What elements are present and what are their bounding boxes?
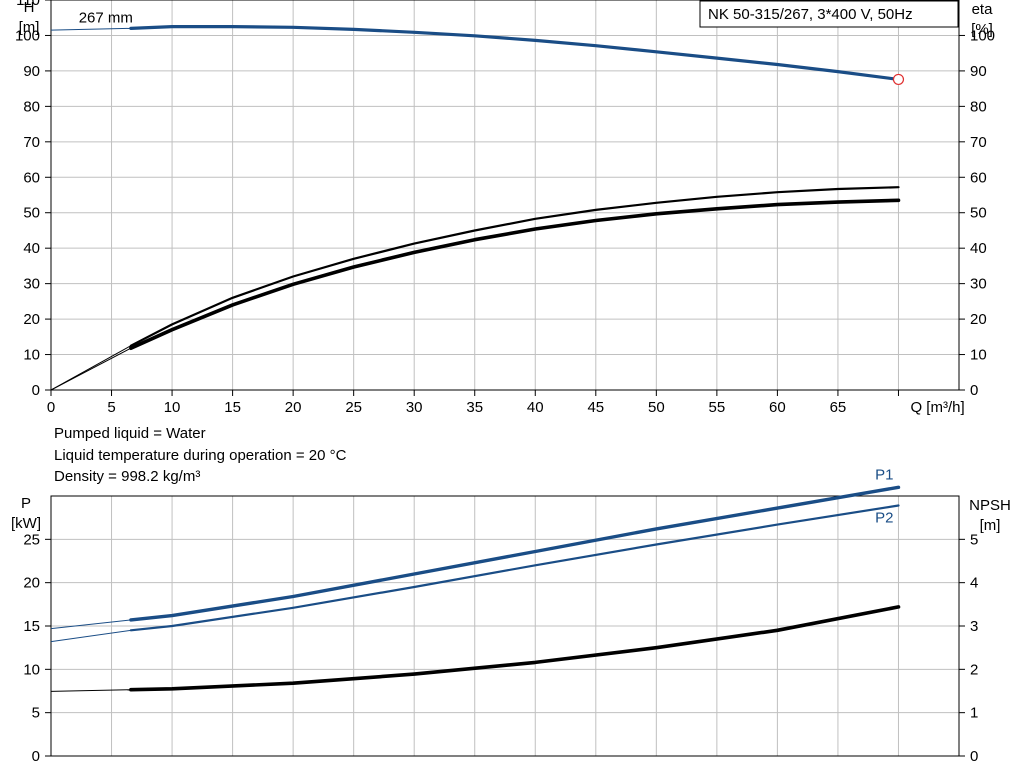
liquid-temperature-text: Liquid temperature during operation = 20…: [54, 447, 347, 464]
x-axis-label: Q [m³/h]: [910, 399, 964, 416]
density-text: Density = 998.2 kg/m³: [54, 468, 201, 485]
y-left-axis-label: [kW]: [11, 515, 41, 532]
y-left-tick-label: 20: [23, 311, 40, 328]
series-line: [129, 605, 901, 692]
x-tick-label: 45: [587, 399, 604, 416]
x-tick-label: 15: [224, 399, 241, 416]
y-left-tick-label: 20: [23, 575, 40, 592]
y-left-axis-label: [m]: [19, 19, 40, 36]
y-right-tick-label: 50: [970, 205, 987, 222]
y-right-tick-label: 80: [970, 98, 987, 115]
series-lead-line: [50, 619, 131, 630]
x-tick-label: 10: [164, 399, 181, 416]
y-left-tick-label: 40: [23, 240, 40, 257]
y-left-tick-label: 10: [23, 661, 40, 678]
x-tick-label: 65: [830, 399, 847, 416]
series-label: 267 mm: [79, 9, 133, 26]
series-line: [129, 25, 901, 81]
y-right-axis-label: NPSH: [969, 497, 1011, 514]
y-left-tick-label: 80: [23, 98, 40, 115]
x-tick-label: 5: [107, 399, 115, 416]
series-label: P2: [875, 510, 893, 527]
series-lead-line: [50, 27, 131, 31]
y-right-tick-label: 3: [970, 618, 978, 635]
x-tick-label: 60: [769, 399, 786, 416]
y-right-tick-label: 2: [970, 661, 978, 678]
y-right-tick-label: 10: [970, 347, 987, 364]
y-right-tick-label: 60: [970, 169, 987, 186]
duty-point-marker: [892, 73, 905, 86]
y-right-axis-label: [%]: [971, 21, 993, 38]
x-tick-label: 25: [345, 399, 362, 416]
y-right-axis-label: [m]: [980, 517, 1001, 534]
y-left-tick-label: 15: [23, 618, 40, 635]
y-left-tick-label: 100: [15, 27, 40, 44]
x-tick-label: 40: [527, 399, 544, 416]
series-line: [129, 504, 900, 632]
series-lead-line: [50, 689, 131, 692]
pumped-liquid-text: Pumped liquid = Water: [54, 425, 206, 442]
y-left-axis-label: H: [24, 0, 35, 16]
y-left-tick-label: 90: [23, 63, 40, 80]
y-left-tick-label: 50: [23, 205, 40, 222]
series-label: P1: [875, 466, 893, 483]
y-right-tick-label: 90: [970, 63, 987, 80]
y-right-tick-label: 0: [970, 382, 978, 399]
y-right-tick-label: 40: [970, 240, 987, 257]
y-left-tick-label: 0: [32, 748, 40, 765]
y-left-axis-label: P: [21, 495, 31, 512]
y-right-tick-label: 4: [970, 575, 978, 592]
x-tick-label: 55: [709, 399, 726, 416]
y-right-tick-label: 70: [970, 134, 987, 151]
y-right-tick-label: 0: [970, 748, 978, 765]
x-tick-label: 0: [47, 399, 55, 416]
series-lead-line: [50, 629, 131, 643]
series-line: [129, 485, 901, 622]
y-right-tick-label: 5: [970, 531, 978, 548]
y-right-tick-label: 20: [970, 311, 987, 328]
chart-title: NK 50-315/267, 3*400 V, 50Hz: [708, 6, 913, 23]
y-left-tick-label: 25: [23, 531, 40, 548]
title-box: [699, 0, 959, 28]
x-tick-label: 30: [406, 399, 423, 416]
y-left-tick-label: 0: [32, 382, 40, 399]
y-left-tick-label: 70: [23, 134, 40, 151]
x-tick-label: 35: [466, 399, 483, 416]
y-right-axis-label: eta: [972, 1, 994, 18]
y-right-tick-label: 30: [970, 276, 987, 293]
y-left-tick-label: 60: [23, 169, 40, 186]
plot-frame: [50, 0, 960, 391]
y-left-tick-label: 110: [16, 0, 40, 9]
x-tick-label: 20: [285, 399, 302, 416]
y-right-tick-label: 100: [970, 27, 995, 44]
series-line: [129, 186, 900, 347]
y-left-tick-label: 10: [23, 347, 40, 364]
y-left-tick-label: 30: [23, 276, 40, 293]
x-tick-label: 50: [648, 399, 665, 416]
y-right-tick-label: 1: [970, 705, 978, 722]
series-lead-line: [50, 347, 132, 391]
series-line: [129, 198, 901, 350]
y-left-tick-label: 5: [32, 705, 40, 722]
